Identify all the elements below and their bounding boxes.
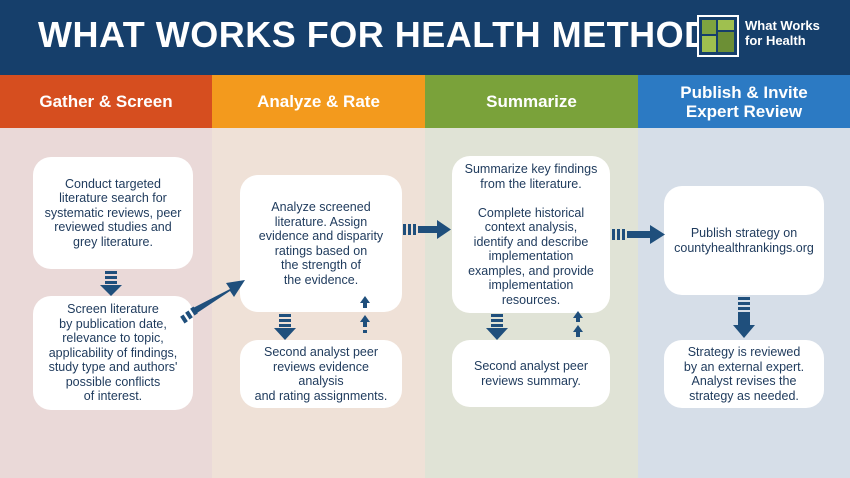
gather-search-box: Conduct targeted literature search for s… (33, 157, 193, 269)
column-bg-publish (638, 128, 850, 478)
publish-review-box: Strategy is reviewed by an external expe… (664, 340, 824, 408)
what-works-logo-icon (697, 15, 739, 57)
page-title: WHAT WORKS FOR HEALTH METHODS (38, 14, 736, 55)
column-header-summarize: Summarize (425, 75, 638, 128)
column-header-gather: Gather & Screen (0, 75, 212, 128)
logo-text: What Works for Health (745, 18, 820, 48)
header-bar: WHAT WORKS FOR HEALTH METHODS What Works… (0, 0, 850, 75)
summarize-main-box: Summarize key findings from the literatu… (452, 156, 610, 313)
publish-main-box: Publish strategy on countyhealthrankings… (664, 186, 824, 295)
analyze-review-box: Second analyst peer reviews evidence ana… (240, 340, 402, 408)
column-header-analyze: Analyze & Rate (212, 75, 425, 128)
column-header-publish: Publish & Invite Expert Review (638, 75, 850, 128)
analyze-main-box: Analyze screened literature. Assign evid… (240, 175, 402, 312)
summarize-review-box: Second analyst peer reviews summary. (452, 340, 610, 407)
gather-screen-box: Screen literature by publication date, r… (33, 296, 193, 410)
